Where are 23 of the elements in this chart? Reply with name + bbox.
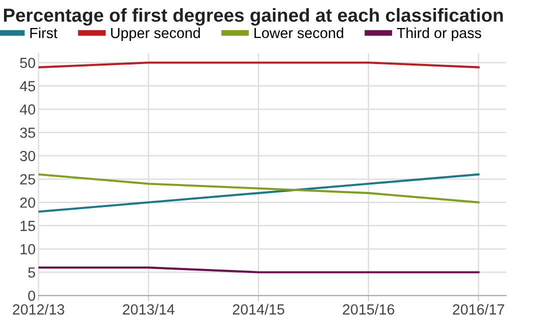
y-tick-label: 20 xyxy=(20,197,36,208)
x-tick-label: 2013/14 xyxy=(122,304,174,315)
x-tick-label: 2015/16 xyxy=(342,304,394,315)
legend-label: Lower second xyxy=(254,27,344,38)
y-tick-label: 10 xyxy=(20,244,36,254)
y-tick-label: 40 xyxy=(20,104,36,115)
y-tick-label: 45 xyxy=(20,81,36,92)
y-tick-label: 0 xyxy=(28,290,36,301)
legend-label: Third or pass xyxy=(396,27,482,42)
line-series xyxy=(38,173,480,213)
x-tick-label: 2014/15 xyxy=(232,304,284,315)
y-tick-label: 35 xyxy=(20,128,36,138)
y-tick-label: 5 xyxy=(28,268,36,278)
line-series xyxy=(38,173,480,204)
y-tick-label: 30 xyxy=(20,150,36,162)
x-tick-label: 2012/13 xyxy=(12,304,64,315)
legend-label: First xyxy=(30,27,58,38)
chart-title: Percentage of first degrees gained at each classification xyxy=(4,8,503,26)
y-tick-label: 25 xyxy=(20,174,36,185)
x-tick-label: 2016/17 xyxy=(452,304,504,315)
y-tick-label: 15 xyxy=(20,220,36,232)
y-tick-label: 50 xyxy=(20,58,36,68)
legend-label: Upper second xyxy=(111,27,200,42)
